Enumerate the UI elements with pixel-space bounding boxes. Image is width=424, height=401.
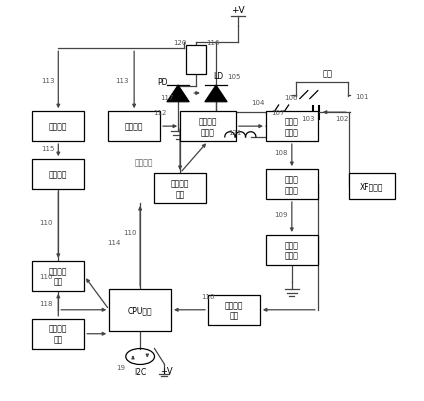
Text: 118: 118: [39, 300, 53, 306]
Text: 106: 106: [284, 95, 297, 101]
Text: 放大电路: 放大电路: [49, 170, 67, 179]
Bar: [266, 112, 318, 142]
Text: 113: 113: [115, 78, 129, 84]
Text: 107: 107: [271, 110, 285, 116]
Text: 电路: 电路: [229, 311, 239, 320]
Text: I2C: I2C: [134, 367, 146, 376]
Text: 隔离单元: 隔离单元: [125, 122, 143, 131]
Text: 116: 116: [206, 40, 220, 46]
Bar: [109, 289, 171, 331]
Bar: [266, 170, 318, 200]
Bar: [32, 160, 84, 190]
Bar: [154, 174, 206, 203]
Bar: [187, 46, 206, 75]
Text: 113: 113: [41, 78, 54, 84]
Text: XF输入口: XF输入口: [360, 182, 383, 191]
Text: 115: 115: [41, 146, 54, 152]
Text: 114: 114: [108, 239, 121, 245]
Text: 110: 110: [39, 219, 53, 225]
Text: 112: 112: [153, 110, 167, 116]
Bar: [32, 112, 84, 142]
Text: 103: 103: [301, 115, 315, 122]
Polygon shape: [205, 86, 227, 103]
Bar: [349, 174, 395, 200]
Text: 隔离单元: 隔离单元: [49, 122, 67, 131]
Bar: [180, 112, 236, 142]
Bar: [266, 235, 318, 265]
Text: 光纤: 光纤: [323, 69, 333, 78]
Text: 电流控: 电流控: [285, 117, 299, 126]
Bar: [108, 112, 160, 142]
Text: 单元: 单元: [54, 335, 63, 344]
Text: 数模转换: 数模转换: [225, 300, 243, 309]
Text: 馈电路: 馈电路: [201, 128, 215, 137]
Text: 电路: 电路: [176, 189, 185, 198]
Text: 120: 120: [173, 40, 187, 46]
Text: 104: 104: [251, 100, 264, 106]
Text: 105: 105: [227, 74, 241, 80]
Text: 数模转换: 数模转换: [171, 179, 189, 188]
Text: 19: 19: [117, 364, 126, 370]
Text: +V: +V: [231, 6, 245, 14]
Text: CPU电路: CPU电路: [128, 306, 153, 314]
Text: 基准电压: 基准电压: [135, 158, 153, 167]
Text: 110: 110: [39, 273, 53, 279]
Text: 电流检: 电流检: [285, 175, 299, 184]
Text: 温度检测: 温度检测: [49, 324, 67, 333]
Text: PD: PD: [158, 77, 168, 86]
Text: 过流保: 过流保: [285, 241, 299, 249]
Polygon shape: [167, 86, 189, 103]
Text: 制单元: 制单元: [285, 128, 299, 137]
Text: 109: 109: [274, 211, 287, 217]
Text: 积分负反: 积分负反: [199, 117, 217, 126]
Text: 117: 117: [161, 95, 174, 101]
Text: 102: 102: [335, 115, 349, 122]
Bar: [208, 295, 260, 325]
Text: 电路: 电路: [54, 277, 63, 286]
Text: 108: 108: [274, 150, 287, 156]
Text: 121: 121: [229, 130, 242, 136]
Text: +V: +V: [160, 367, 173, 375]
Text: 110: 110: [201, 293, 215, 299]
Text: 数模转换: 数模转换: [49, 266, 67, 275]
Text: 110: 110: [123, 229, 137, 235]
Bar: [32, 319, 84, 349]
Text: 护电路: 护电路: [285, 251, 299, 260]
Text: 测单元: 测单元: [285, 185, 299, 194]
Text: 101: 101: [355, 94, 368, 100]
Bar: [32, 261, 84, 291]
Text: LD: LD: [213, 72, 223, 81]
